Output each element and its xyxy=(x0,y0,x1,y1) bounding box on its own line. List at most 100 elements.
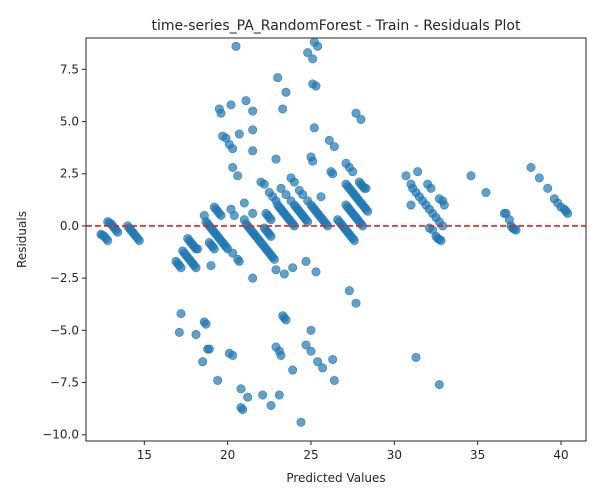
data-point xyxy=(311,267,321,277)
axis-ticks: 15 20 25 30 35 40 −10.0 −7.5 −5.0 −2.5 0.0 2.5 5.0 7.… xyxy=(42,62,568,462)
data-point xyxy=(306,346,316,356)
data-point xyxy=(248,125,258,135)
data-point xyxy=(276,183,286,193)
data-point xyxy=(328,355,338,365)
data-point xyxy=(281,87,291,97)
data-point xyxy=(266,231,276,241)
data-point xyxy=(176,263,186,273)
data-point xyxy=(526,162,536,172)
data-point xyxy=(238,405,248,415)
data-point xyxy=(324,135,334,145)
data-point xyxy=(328,169,338,179)
data-point xyxy=(239,198,249,208)
data-point xyxy=(349,236,359,246)
data-point xyxy=(301,340,311,350)
data-point xyxy=(174,327,184,337)
x-tick-label: 35 xyxy=(470,448,485,462)
data-point xyxy=(226,100,236,110)
data-point xyxy=(348,167,358,177)
data-point xyxy=(351,108,361,118)
y-tick-label: 5.0 xyxy=(60,115,79,129)
data-point xyxy=(228,248,238,258)
data-point xyxy=(269,254,279,264)
data-point xyxy=(411,352,421,362)
data-point xyxy=(308,156,318,166)
data-point xyxy=(204,344,214,354)
data-point xyxy=(234,129,244,139)
y-axis-title: Residuals xyxy=(15,211,29,268)
data-point xyxy=(229,210,239,220)
x-tick-label: 30 xyxy=(387,448,402,462)
data-point xyxy=(303,48,313,58)
data-point xyxy=(329,142,339,152)
data-point xyxy=(406,200,416,210)
data-point xyxy=(113,227,123,237)
data-point xyxy=(248,273,258,283)
data-point xyxy=(191,263,201,273)
x-tick-label: 20 xyxy=(220,448,235,462)
data-point xyxy=(213,375,223,385)
data-point xyxy=(426,183,436,193)
data-point xyxy=(233,171,243,181)
data-point xyxy=(344,286,354,296)
data-point xyxy=(198,357,208,367)
data-point xyxy=(274,390,284,400)
data-point xyxy=(309,123,319,133)
data-point xyxy=(271,154,281,164)
data-point xyxy=(563,208,573,218)
data-point xyxy=(231,41,241,51)
data-point xyxy=(201,319,211,329)
data-point xyxy=(216,210,226,220)
data-point xyxy=(241,96,251,106)
data-point xyxy=(401,171,411,181)
chart-title: time-series_PA_RandomForest - Train - Re… xyxy=(152,18,521,34)
data-point xyxy=(228,144,238,154)
data-point xyxy=(248,106,258,116)
data-point xyxy=(356,114,366,124)
x-tick-label: 15 xyxy=(137,448,152,462)
data-point xyxy=(534,173,544,183)
data-point xyxy=(228,162,238,172)
data-point xyxy=(266,215,276,225)
data-point xyxy=(276,350,286,360)
data-point xyxy=(296,417,306,427)
data-point xyxy=(103,236,113,246)
data-point xyxy=(543,183,553,193)
data-point xyxy=(236,384,246,394)
data-point xyxy=(134,236,144,246)
data-point xyxy=(193,244,203,254)
data-point xyxy=(413,167,423,177)
data-point xyxy=(289,177,299,187)
data-point xyxy=(363,206,373,216)
data-point xyxy=(329,375,339,385)
data-point xyxy=(306,325,316,335)
data-point xyxy=(481,188,491,198)
y-tick-label: 2.5 xyxy=(60,167,79,181)
data-point xyxy=(288,263,298,273)
data-point xyxy=(434,380,444,390)
data-point xyxy=(281,190,291,200)
data-point xyxy=(228,350,238,360)
data-point xyxy=(511,225,521,235)
data-point xyxy=(298,190,308,200)
data-point xyxy=(273,73,283,83)
data-point xyxy=(278,104,288,114)
data-point xyxy=(313,357,323,367)
plot-frame xyxy=(85,37,587,442)
data-point xyxy=(271,196,281,206)
data-point xyxy=(308,54,318,64)
data-point xyxy=(243,392,253,402)
data-point xyxy=(248,146,258,156)
data-point xyxy=(439,200,449,210)
data-point xyxy=(259,179,269,189)
data-point xyxy=(271,265,281,275)
y-tick-label: −10.0 xyxy=(42,428,79,442)
data-point xyxy=(288,365,298,375)
data-point xyxy=(258,390,268,400)
data-point xyxy=(266,400,276,410)
data-point xyxy=(311,81,321,91)
data-point xyxy=(466,171,476,181)
data-point xyxy=(351,298,361,308)
